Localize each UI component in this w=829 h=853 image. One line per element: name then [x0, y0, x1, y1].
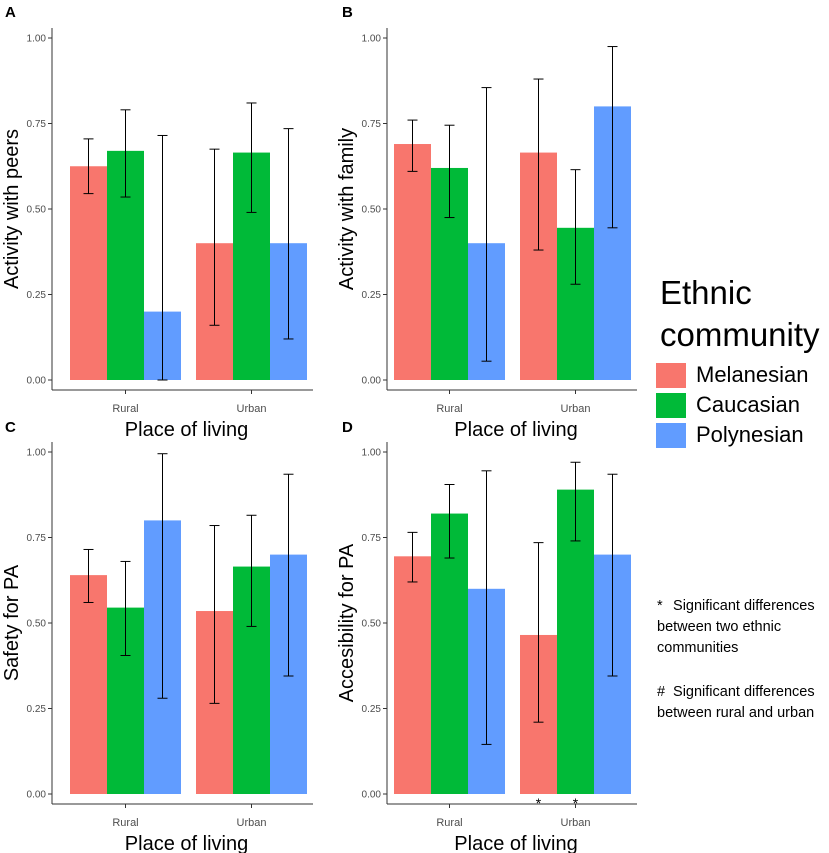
legend-label: Caucasian: [696, 392, 800, 417]
y-tick-label: 0.50: [27, 205, 47, 216]
y-tick-label: 0.00: [362, 790, 382, 801]
y-tick-label: 0.00: [362, 376, 382, 387]
y-tick-label: 0.25: [362, 290, 382, 301]
significance-marker: *: [573, 795, 579, 811]
y-tick-label: 0.25: [27, 290, 47, 301]
legend-item-caucasian: Caucasian: [656, 390, 826, 420]
legend-swatch-polynesian: [656, 422, 686, 448]
x-axis-label: Place of living: [454, 833, 577, 853]
panel-letter: A: [5, 4, 16, 21]
legend-swatch-melanesian: [656, 362, 686, 388]
y-tick-label: 0.00: [27, 790, 47, 801]
x-tick-label: Urban: [561, 817, 591, 829]
y-tick-label: 0.50: [362, 619, 382, 630]
x-tick-label: Urban: [237, 817, 267, 829]
legend-swatch-caucasian: [656, 392, 686, 418]
y-axis-label: Activity with peers: [1, 129, 23, 289]
bar: [70, 575, 107, 794]
legend-item-melanesian: Melanesian: [656, 360, 826, 390]
panel-letter: C: [5, 419, 16, 436]
bar: [70, 166, 107, 380]
x-tick-label: Rural: [436, 403, 462, 415]
note-significance-ethnic: * Significant differences between two et…: [657, 596, 829, 659]
y-tick-label: 0.25: [27, 704, 47, 715]
note-text: Significant differences between rural an…: [657, 684, 815, 721]
panel-letter: D: [342, 419, 353, 436]
y-tick-label: 1.00: [27, 34, 47, 45]
note-significance-place: # Significant differences between rural …: [657, 682, 829, 724]
y-tick-label: 0.75: [362, 533, 382, 544]
significance-marker: *: [536, 795, 542, 811]
y-tick-label: 0.50: [362, 205, 382, 216]
y-axis-label: Accesibility for PA: [336, 543, 358, 702]
y-tick-label: 1.00: [362, 448, 382, 459]
x-tick-label: Rural: [436, 817, 462, 829]
bar: [431, 513, 468, 794]
y-axis-label: Safety for PA: [1, 564, 23, 681]
panel-letter: B: [342, 4, 353, 21]
y-tick-label: 0.75: [27, 533, 47, 544]
note-symbol: #: [657, 684, 666, 700]
y-tick-label: 0.00: [27, 376, 47, 387]
legend: Ethnic community Melanesian Caucasian Po…: [656, 272, 826, 450]
y-axis-label: Activity with family: [336, 128, 358, 290]
x-tick-label: Urban: [237, 403, 267, 415]
legend-label: Melanesian: [696, 362, 809, 387]
y-tick-label: 1.00: [27, 448, 47, 459]
bar: [394, 144, 431, 380]
x-tick-label: Urban: [561, 403, 591, 415]
note-text: Significant differences between two ethn…: [657, 598, 815, 656]
y-tick-label: 0.50: [27, 619, 47, 630]
x-axis-label: Place of living: [125, 833, 248, 853]
x-tick-label: Rural: [112, 403, 138, 415]
note-symbol: *: [657, 598, 663, 614]
y-tick-label: 0.75: [362, 119, 382, 130]
x-axis-label: Place of living: [125, 419, 248, 441]
y-tick-label: 0.25: [362, 704, 382, 715]
y-tick-label: 1.00: [362, 34, 382, 45]
legend-item-polynesian: Polynesian: [656, 420, 826, 450]
x-tick-label: Rural: [112, 817, 138, 829]
legend-title: Ethnic community: [660, 274, 820, 353]
bar: [394, 556, 431, 794]
legend-label: Polynesian: [696, 422, 804, 447]
x-axis-label: Place of living: [454, 419, 577, 441]
y-tick-label: 0.75: [27, 119, 47, 130]
